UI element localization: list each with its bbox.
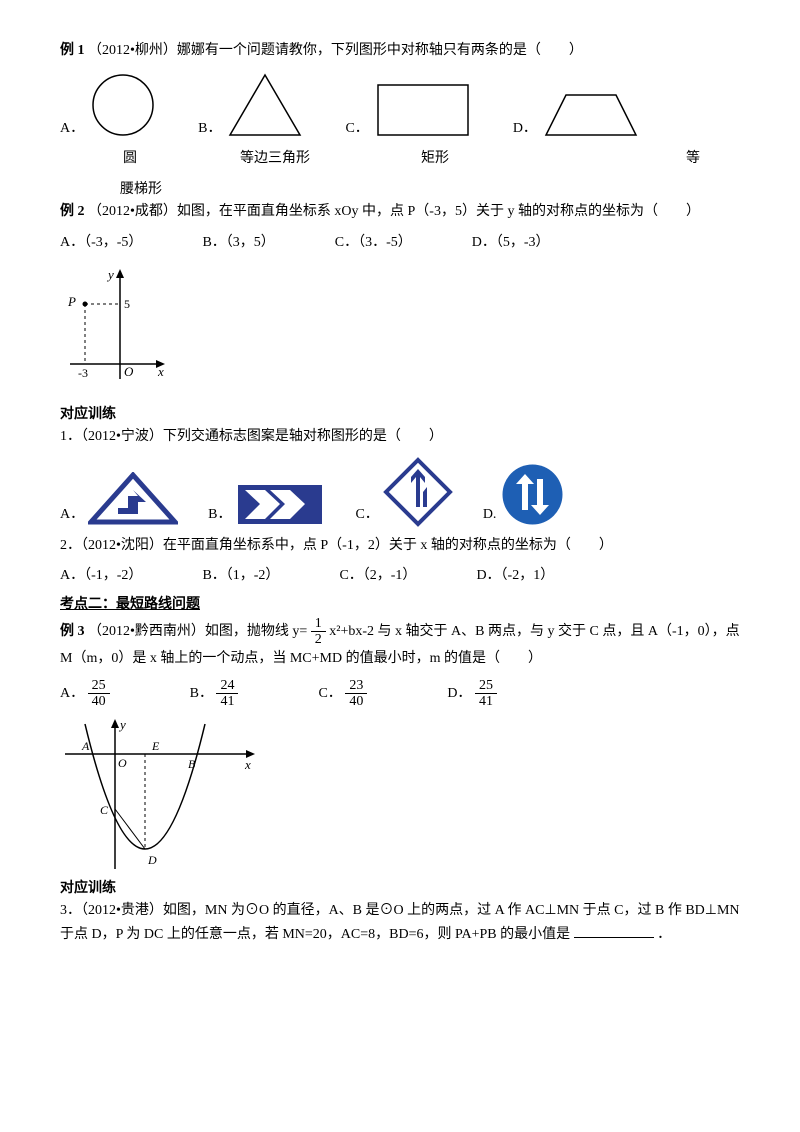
- q1-text: 1．（2012•宁波）下列交通标志图案是轴对称图形的是（ ）: [60, 426, 740, 448]
- ex2-options: A．（-3，-5） B．（3，5） C．（3．-5） D．（5，-3）: [60, 232, 740, 254]
- ex2-text: （2012•成都）如图，在平面直角坐标系 xOy 中，点 P（-3，5）关于 y…: [88, 204, 700, 219]
- q1-optD: D.: [483, 462, 566, 527]
- q2-options: A．（-1，-2） B．（1，-2） C．（2，-1） D．（-2，1）: [60, 565, 740, 587]
- svg-text:E: E: [151, 739, 160, 753]
- svg-text:O: O: [124, 364, 134, 379]
- ex1-labelD1: 等: [520, 148, 700, 170]
- parabola-graph: y x O A B C D E: [60, 714, 260, 874]
- ex1-options: A． B． C． D．: [60, 70, 740, 140]
- q2-optB: B．（1，-2）: [202, 565, 279, 587]
- triangle-icon: [225, 70, 305, 140]
- ex1-optA: A．: [60, 70, 158, 140]
- svg-text:P: P: [67, 294, 76, 309]
- svg-text:O: O: [118, 756, 127, 770]
- svg-text:y: y: [118, 717, 126, 732]
- ex1-labelD2: 腰梯形: [120, 179, 740, 201]
- ex3-label: 例 3: [60, 624, 85, 639]
- ex3-optB: B． 2441: [190, 678, 239, 710]
- ex2-label: 例 2: [60, 204, 85, 219]
- q3-blank: [574, 923, 654, 938]
- circle-icon: [88, 70, 158, 140]
- ex1-labelB: 等边三角形: [200, 148, 350, 170]
- practice1-title: 对应训练: [60, 404, 740, 426]
- svg-text:x: x: [244, 757, 251, 772]
- ex1-labelA: 圆: [60, 148, 200, 170]
- q2-text: 2．（2012•沈阳）在平面直角坐标系中，点 P（-1，2）关于 x 轴的对称点…: [60, 535, 740, 557]
- ex1-shape-labels: 圆 等边三角形 矩形 等: [60, 148, 740, 170]
- ex2-optB: B．（3，5）: [202, 232, 274, 254]
- q2-optC: C．（2，-1）: [339, 565, 416, 587]
- trapezoid-icon: [541, 90, 641, 140]
- q1-options: A． B． C． D.: [60, 457, 740, 527]
- coord-graph-ex2: y x O P 5 -3: [60, 264, 170, 394]
- ex3-optA: A． 2540: [60, 678, 110, 710]
- q2-optD: D．（-2，1）: [476, 565, 554, 587]
- ex2-optD: D．（5，-3）: [472, 232, 550, 254]
- sign-b-icon: [235, 482, 325, 527]
- sign-a-icon: [88, 472, 178, 527]
- q1-optA: A．: [60, 472, 178, 527]
- ex2-optC: C．（3．-5）: [335, 232, 412, 254]
- q1-optB: B．: [208, 482, 325, 527]
- ex3-text1: （2012•黔西南州）如图，抛物线 y=: [88, 624, 311, 639]
- ex1-text: （2012•柳州）娜娜有一个问题请教你，下列图形中对称轴只有两条的是（ ）: [88, 43, 583, 58]
- ex1-optB: B．: [198, 70, 305, 140]
- q3-end: ．: [657, 927, 671, 942]
- ex1-label: 例 1: [60, 43, 85, 58]
- q2-optA: A．（-1，-2）: [60, 565, 142, 587]
- ex3-optD: D． 2541: [447, 678, 497, 710]
- sign-c-icon: [383, 457, 453, 527]
- ex3-optC: C． 2340: [318, 678, 367, 710]
- sign-d-icon: [500, 462, 565, 527]
- svg-text:y: y: [106, 267, 114, 282]
- ex1-optC: C．: [345, 80, 472, 140]
- q3: 3．（2012•贵港）如图，MN 为⊙O 的直径，A、B 是⊙O 上的两点，过 …: [60, 900, 740, 946]
- ex3-frac1: 1 2: [311, 616, 326, 648]
- ex2-optA: A．（-3，-5）: [60, 232, 142, 254]
- section2-title: 考点二：最短路线问题: [60, 594, 740, 616]
- svg-text:A: A: [81, 739, 90, 753]
- svg-text:C: C: [100, 803, 109, 817]
- example-1: 例 1 （2012•柳州）娜娜有一个问题请教你，下列图形中对称轴只有两条的是（ …: [60, 40, 740, 62]
- svg-text:x: x: [157, 364, 164, 379]
- practice2-title: 对应训练: [60, 878, 740, 900]
- q1-optC: C．: [355, 457, 452, 527]
- svg-text:-3: -3: [78, 366, 88, 380]
- ex3-options: A． 2540 B． 2441 C． 2340 D． 2541: [60, 678, 740, 710]
- ex1-labelC: 矩形: [350, 148, 520, 170]
- example-2: 例 2 （2012•成都）如图，在平面直角坐标系 xOy 中，点 P（-3，5）…: [60, 201, 740, 223]
- ex1-optD: D．: [513, 90, 641, 140]
- example-3: 例 3 （2012•黔西南州）如图，抛物线 y= 1 2 x²+bx-2 与 x…: [60, 616, 740, 670]
- svg-text:D: D: [147, 853, 157, 867]
- svg-text:B: B: [188, 757, 196, 771]
- rectangle-icon: [373, 80, 473, 140]
- svg-text:5: 5: [124, 297, 130, 311]
